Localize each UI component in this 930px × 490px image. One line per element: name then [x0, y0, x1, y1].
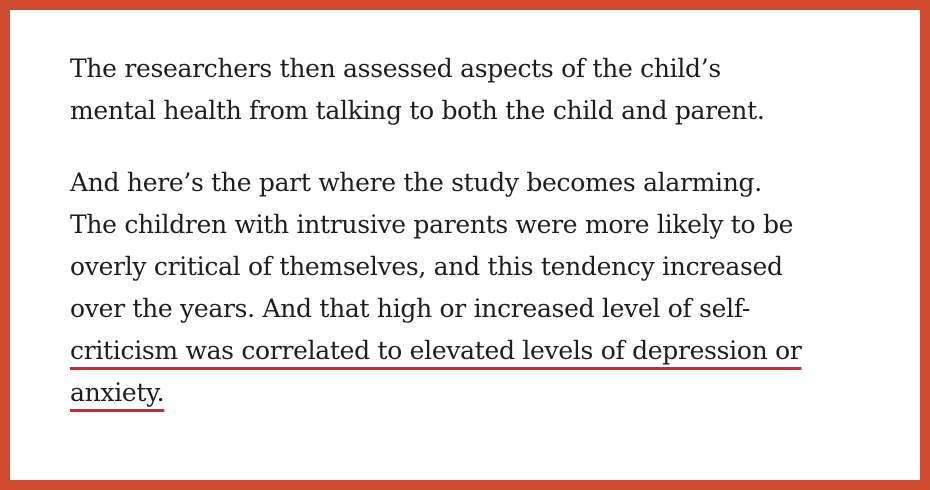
- paragraph-2: And here’s the part where the study beco…: [70, 162, 890, 414]
- paragraph-line: mental health from talking to both the c…: [70, 96, 765, 125]
- paragraph-line: And here’s the part where the study beco…: [70, 168, 762, 197]
- article-excerpt: The researchers then assessed aspects of…: [70, 48, 890, 414]
- paragraph-1: The researchers then assessed aspects of…: [70, 48, 890, 132]
- paragraph-line: The researchers then assessed aspects of…: [70, 54, 721, 83]
- paragraph-line: overly critical of themselves, and this …: [70, 252, 783, 281]
- highlighted-text: anxiety.: [70, 378, 165, 407]
- underlined-line: criticism was correlated to elevated lev…: [70, 330, 890, 372]
- paragraph-line: over the years. And that high or increas…: [70, 294, 751, 323]
- paragraph-spacer: [70, 132, 890, 162]
- highlighted-text: criticism was correlated to elevated lev…: [70, 336, 802, 365]
- paragraph-line: The children with intrusive parents were…: [70, 210, 794, 239]
- underlined-line: anxiety.: [70, 372, 890, 414]
